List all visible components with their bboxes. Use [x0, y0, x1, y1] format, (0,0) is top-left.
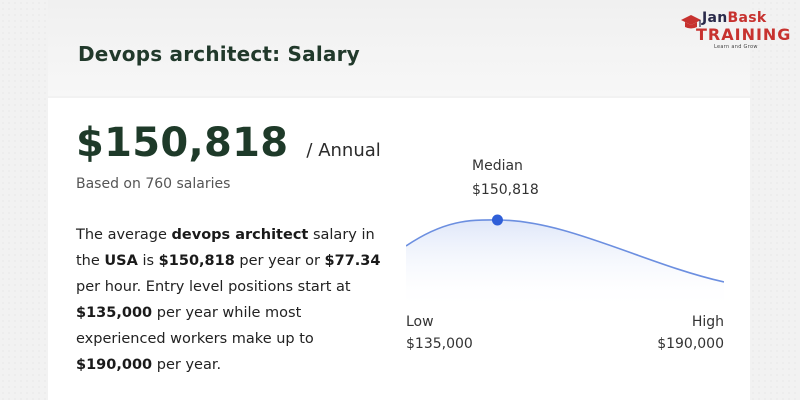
low-value: $135,000: [406, 336, 473, 352]
median-value: $150,818: [472, 182, 539, 198]
brand-logo[interactable]: JanBask TRAINING Learn and Grow: [680, 10, 790, 50]
page-header: [48, 0, 750, 96]
curve-line: [406, 219, 724, 283]
salary-card: $150,818 / Annual Based on 760 salaries …: [48, 98, 750, 400]
salary-headline: $150,818 / Annual: [76, 120, 381, 166]
high-label: High: [691, 314, 724, 330]
page-title: Devops architect: Salary: [78, 42, 360, 66]
salary-period: / Annual: [306, 140, 381, 161]
salary-summary: The average devops architect salary in t…: [76, 227, 381, 373]
salary-curve-svg: [406, 214, 724, 310]
salary-distribution-chart: Median $150,818 Low $135,000 High $190,0…: [406, 150, 724, 360]
salary-sample-size: Based on 760 salaries: [76, 176, 231, 192]
logo-brand-training: TRAINING: [696, 25, 792, 44]
logo-tagline: Learn and Grow: [714, 44, 758, 50]
median-marker[interactable]: [491, 214, 503, 226]
logo-brand-name: JanBask: [702, 10, 767, 26]
salary-amount: $150,818: [76, 120, 289, 166]
median-label: Median: [472, 158, 523, 174]
low-label: Low: [406, 314, 434, 330]
graduation-cap-icon: [681, 15, 701, 29]
high-value: $190,000: [657, 336, 724, 352]
curve-area-fill: [406, 219, 724, 310]
